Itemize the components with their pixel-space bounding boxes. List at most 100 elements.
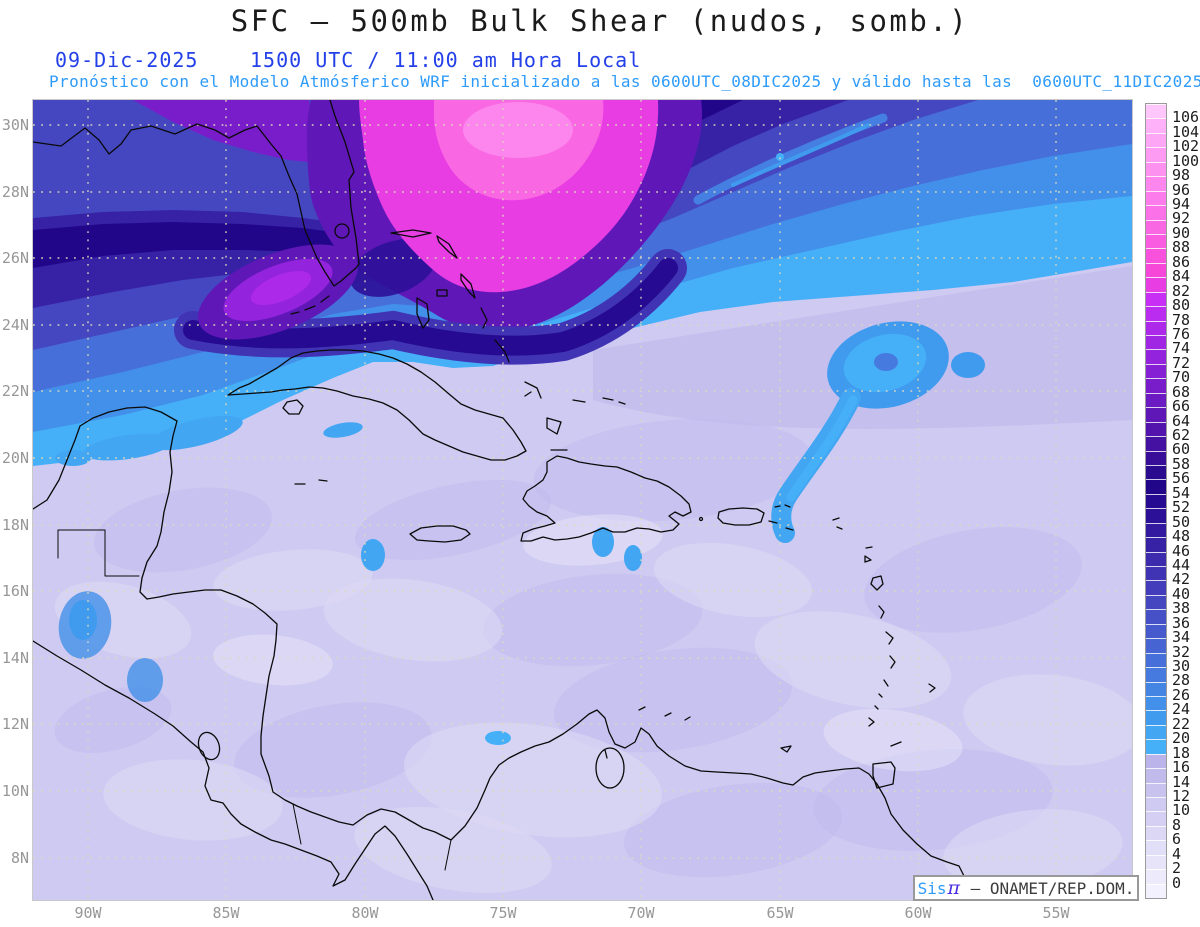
colorbar-cell [1146,782,1166,797]
lon-label-70W: 70W [627,904,655,922]
borders-belize-guatemala [57,529,452,871]
forecast-time: 1500 UTC / 11:00 am Hora Local [250,48,642,72]
streak-dot [776,153,784,161]
colorbar-label-42: 42 [1172,570,1191,589]
coast-puerto-rico [717,504,794,531]
dark-notch [349,239,437,297]
lat-label-8N: 8N [10,849,29,867]
colorbar-label-32: 32 [1172,642,1191,661]
coast-gulf-florida [32,99,360,287]
colorbar-label-88: 88 [1172,238,1191,257]
coast-cuba [227,349,527,461]
colorbar-cell [1146,883,1166,899]
colorbar-cell [1146,623,1166,639]
colorbar-cell [1146,392,1166,408]
colorbar-label-4: 4 [1172,844,1182,863]
lat-label-18N: 18N [1,516,29,534]
coastlines [32,99,974,901]
collar-darkest [183,258,678,356]
colorbar-label-38: 38 [1172,599,1191,618]
colorbar-cell [1146,277,1166,292]
colorbar-label-98: 98 [1172,166,1191,185]
coast-hispaniola [520,455,692,542]
colorbar-cell [1146,753,1166,769]
coast-caymans [294,479,328,485]
colorbar-label-24: 24 [1172,700,1191,719]
colorbar-label-50: 50 [1172,512,1191,531]
colorbar-label-26: 26 [1172,685,1191,704]
colorbar-cell [1146,840,1166,855]
lon-label-90W: 90W [74,904,102,922]
colorbar-label-54: 54 [1172,483,1191,502]
colorbar-cell [1146,421,1166,437]
colorbar-label-72: 72 [1172,353,1191,372]
colorbar-cell [1146,551,1166,566]
mona-island [698,516,704,522]
colorbar-cell [1146,219,1166,234]
colorbar-label-14: 14 [1172,772,1191,791]
colorbar-label-36: 36 [1172,613,1191,632]
colorbar-cell [1146,869,1166,884]
attribution-text: – ONAMET/REP.DOM. [961,878,1135,898]
colorbar-cell [1146,580,1166,595]
colorbar-cell [1146,768,1166,783]
colorbar-label-16: 16 [1172,758,1191,777]
colorbar-cell [1146,248,1166,263]
colorbar-cell [1146,378,1166,393]
colorbar-label-82: 82 [1172,281,1191,300]
colorbar-cell [1146,508,1166,523]
colorbar-cell [1146,464,1166,480]
colorbar-label-34: 34 [1172,628,1191,647]
graticule [33,100,1132,900]
colorbar-labels: 106 104 102 100 98 96 94 92 90 88 86 84 82 80 78 76 74 72… [1172,103,1200,897]
colorbar-cell [1146,652,1166,668]
colorbar-cell [1146,797,1166,812]
lake-nicaragua [197,731,221,761]
colorbar-label-68: 68 [1172,382,1191,401]
coast-central-america [32,406,974,901]
colorbar-cell [1146,147,1166,162]
lake-okeechobee [334,223,350,239]
magenta-wedge [197,244,359,340]
colorbar-cell [1146,724,1166,740]
colorbar-cell [1146,118,1166,133]
colorbar-label-48: 48 [1172,527,1191,546]
colorbar-cell [1146,667,1166,682]
colorbar-label-58: 58 [1172,454,1191,473]
colorbar-cell [1146,233,1166,249]
colorbar-cell [1146,537,1166,552]
colorbar [1145,103,1167,899]
lon-label-65W: 65W [766,904,794,922]
colorbar-cell [1146,854,1166,870]
coast-pacific [32,640,434,901]
colorbar-label-20: 20 [1172,729,1191,748]
colorbar-cell [1146,594,1166,610]
colorbar-label-60: 60 [1172,440,1191,459]
lat-label-24N: 24N [1,316,29,334]
lat-label-22N: 22N [1,382,29,400]
colorbar-cell [1146,161,1166,177]
feature-comma-blob [771,321,985,543]
lon-label-75W: 75W [489,904,517,922]
colorbar-label-106: 106 [1172,108,1200,127]
lat-label-20N: 20N [1,449,29,467]
colorbar-label-10: 10 [1172,801,1191,820]
coast-trinidad [872,761,896,789]
colorbar-cell [1146,522,1166,538]
colorbar-label-70: 70 [1172,368,1191,387]
colorbar-cell [1146,710,1166,725]
colorbar-label-86: 86 [1172,252,1191,271]
attribution-box: Sis π – ONAMET/REP.DOM. [913,875,1139,901]
pi-symbol: π [947,877,961,899]
colorbar-cell [1146,436,1166,451]
guatemala-blue-core [69,600,97,640]
streak-light-blue-core [731,123,870,187]
colorbar-cell [1146,320,1166,335]
lake-maracaibo [595,747,625,789]
colorbar-cell [1146,479,1166,494]
colorbar-cell [1146,349,1166,364]
colorbar-cell [1146,638,1166,653]
coast-margarita-abc [638,706,792,753]
purple-gulf-tongue [133,100,313,162]
band-54kt-dark [33,100,743,268]
